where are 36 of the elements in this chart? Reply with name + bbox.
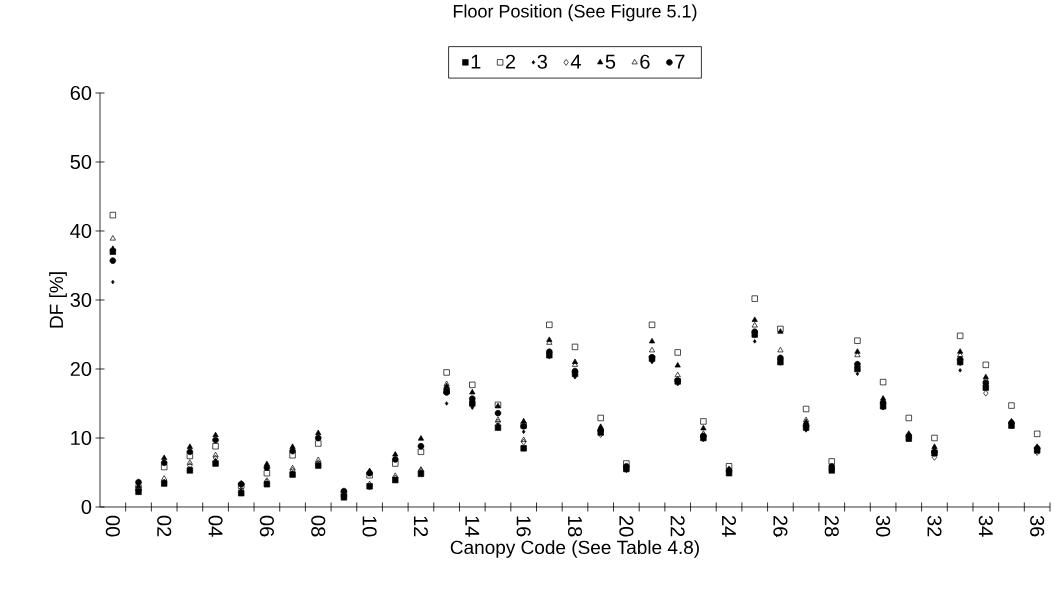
legend-title: Floor Position (See Figure 5.1)	[453, 4, 697, 22]
x-tick-label: 34	[978, 515, 993, 537]
y-tick-label: 50	[70, 154, 92, 170]
x-tick-label: 12	[413, 516, 428, 537]
x-tick-label: 14	[465, 516, 480, 537]
x-tick-label: 26	[773, 516, 788, 537]
x-tick-label: 00	[105, 515, 120, 537]
x-axis-title: Canopy Code (See Table 4.8)	[450, 540, 699, 558]
y-tick-label: 30	[70, 292, 92, 308]
x-tick-label: 16	[516, 516, 531, 537]
y-axis-title: DF [%]	[49, 272, 67, 328]
legend-label: 1	[471, 54, 481, 69]
x-tick-label: 18	[567, 516, 583, 537]
x-tick-label: 20	[619, 516, 634, 537]
y-tick-label: 10	[71, 430, 92, 446]
legend-label: 6	[640, 54, 650, 69]
legend-label: 4	[570, 54, 581, 69]
x-tick-label: 24	[722, 516, 737, 537]
x-tick-label: 06	[259, 515, 274, 537]
x-tick-label: 10	[362, 516, 377, 537]
legend-label: 5	[605, 54, 616, 69]
legend-label: 7	[675, 54, 685, 69]
legend-label: 3	[537, 54, 547, 69]
x-tick-label: 36	[1030, 515, 1045, 537]
x-tick-label: 02	[157, 515, 172, 537]
x-tick-label: 22	[670, 516, 685, 537]
y-tick-label: 60	[70, 85, 92, 101]
x-tick-label: 30	[876, 515, 891, 537]
x-tick-label: 08	[311, 515, 326, 537]
legend-label: 2	[505, 54, 516, 69]
x-tick-label: 32	[927, 515, 942, 537]
y-tick-label: 0	[81, 499, 92, 515]
y-tick-label: 20	[70, 361, 92, 377]
x-tick-label: 04	[208, 515, 223, 537]
x-tick-label: 28	[824, 516, 839, 537]
y-tick-label: 40	[70, 223, 92, 239]
